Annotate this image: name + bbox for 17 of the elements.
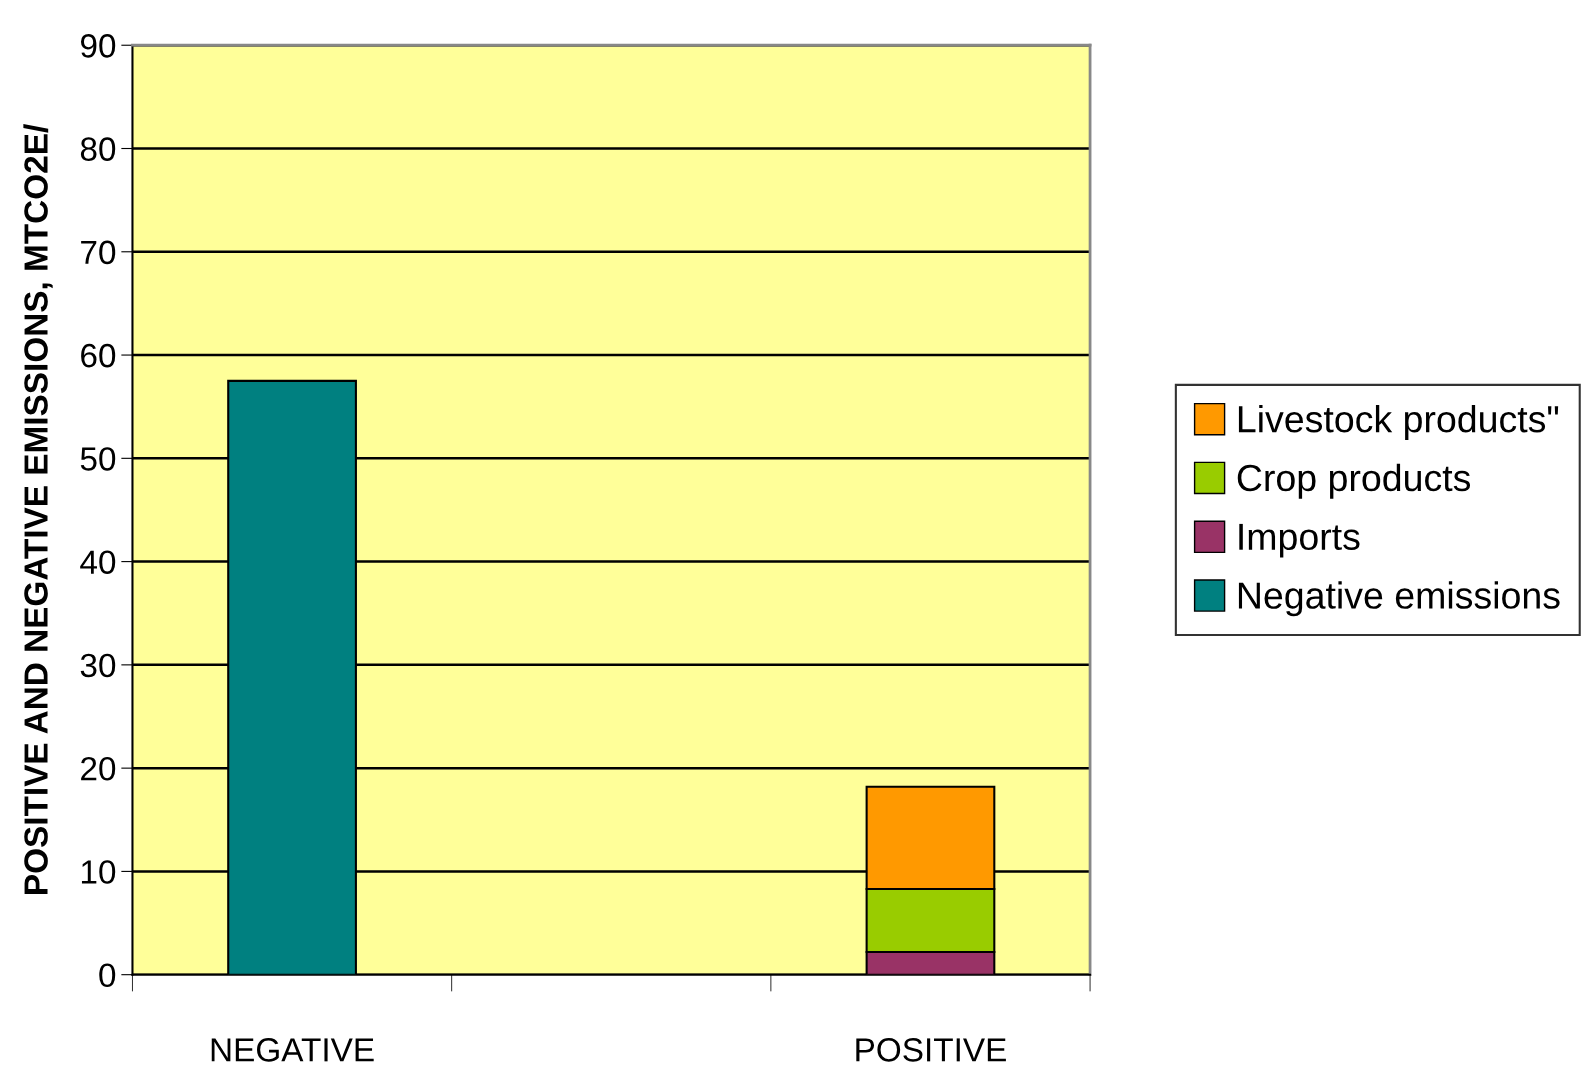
legend-label: Livestock products" — [1238, 404, 1559, 440]
y-tick-label: 40 — [80, 550, 116, 574]
y-tick-label: 50 — [80, 447, 116, 471]
x-tick-label: NEGATIVE — [211, 1038, 374, 1062]
legend-label: Crop products — [1237, 463, 1471, 499]
y-tick-label: 20 — [81, 756, 116, 781]
y-tick-label: 0 — [99, 963, 116, 988]
y-tick-label: 70 — [81, 240, 116, 265]
y-tick-label: 90 — [80, 34, 116, 58]
y-tick-label: 60 — [81, 343, 116, 368]
x-tick-label: POSITIVE — [856, 1038, 1006, 1062]
legend-label: Imports — [1239, 523, 1360, 558]
y-tick-label: 30 — [80, 653, 116, 678]
y-tick-label: 80 — [80, 137, 116, 161]
y-tick-label: 10 — [81, 860, 116, 884]
legend-label: Negative emissions — [1238, 581, 1560, 617]
y-axis-title: POSITIVE AND NEGATIVE EMISSIONS, MTCO2E/ — [23, 124, 53, 894]
